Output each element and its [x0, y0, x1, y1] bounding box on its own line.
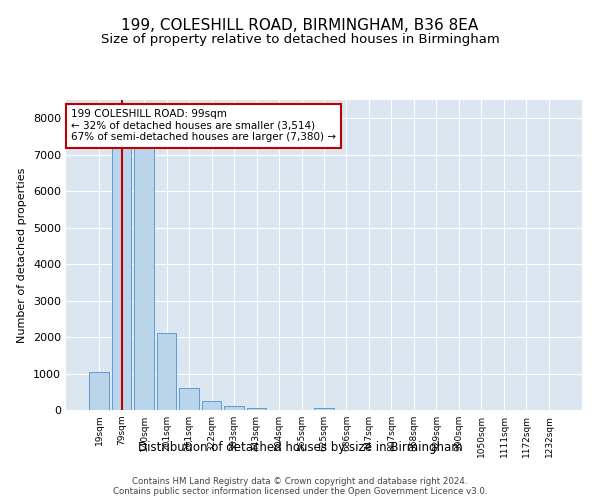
Bar: [179, 388, 199, 410]
Bar: [224, 406, 244, 410]
Bar: [157, 334, 176, 410]
Text: Distribution of detached houses by size in Birmingham: Distribution of detached houses by size …: [137, 441, 463, 454]
Text: 199, COLESHILL ROAD, BIRMINGHAM, B36 8EA: 199, COLESHILL ROAD, BIRMINGHAM, B36 8EA: [121, 18, 479, 32]
Text: Size of property relative to detached houses in Birmingham: Size of property relative to detached ho…: [101, 32, 499, 46]
Bar: [202, 401, 221, 410]
Y-axis label: Number of detached properties: Number of detached properties: [17, 168, 28, 342]
Bar: [314, 408, 334, 410]
Bar: [89, 372, 109, 410]
Bar: [112, 136, 131, 410]
Text: Contains public sector information licensed under the Open Government Licence v3: Contains public sector information licen…: [113, 486, 487, 496]
Text: 199 COLESHILL ROAD: 99sqm
← 32% of detached houses are smaller (3,514)
67% of se: 199 COLESHILL ROAD: 99sqm ← 32% of detac…: [71, 110, 336, 142]
Text: Contains HM Land Registry data © Crown copyright and database right 2024.: Contains HM Land Registry data © Crown c…: [132, 476, 468, 486]
Bar: [134, 137, 154, 410]
Bar: [247, 408, 266, 410]
